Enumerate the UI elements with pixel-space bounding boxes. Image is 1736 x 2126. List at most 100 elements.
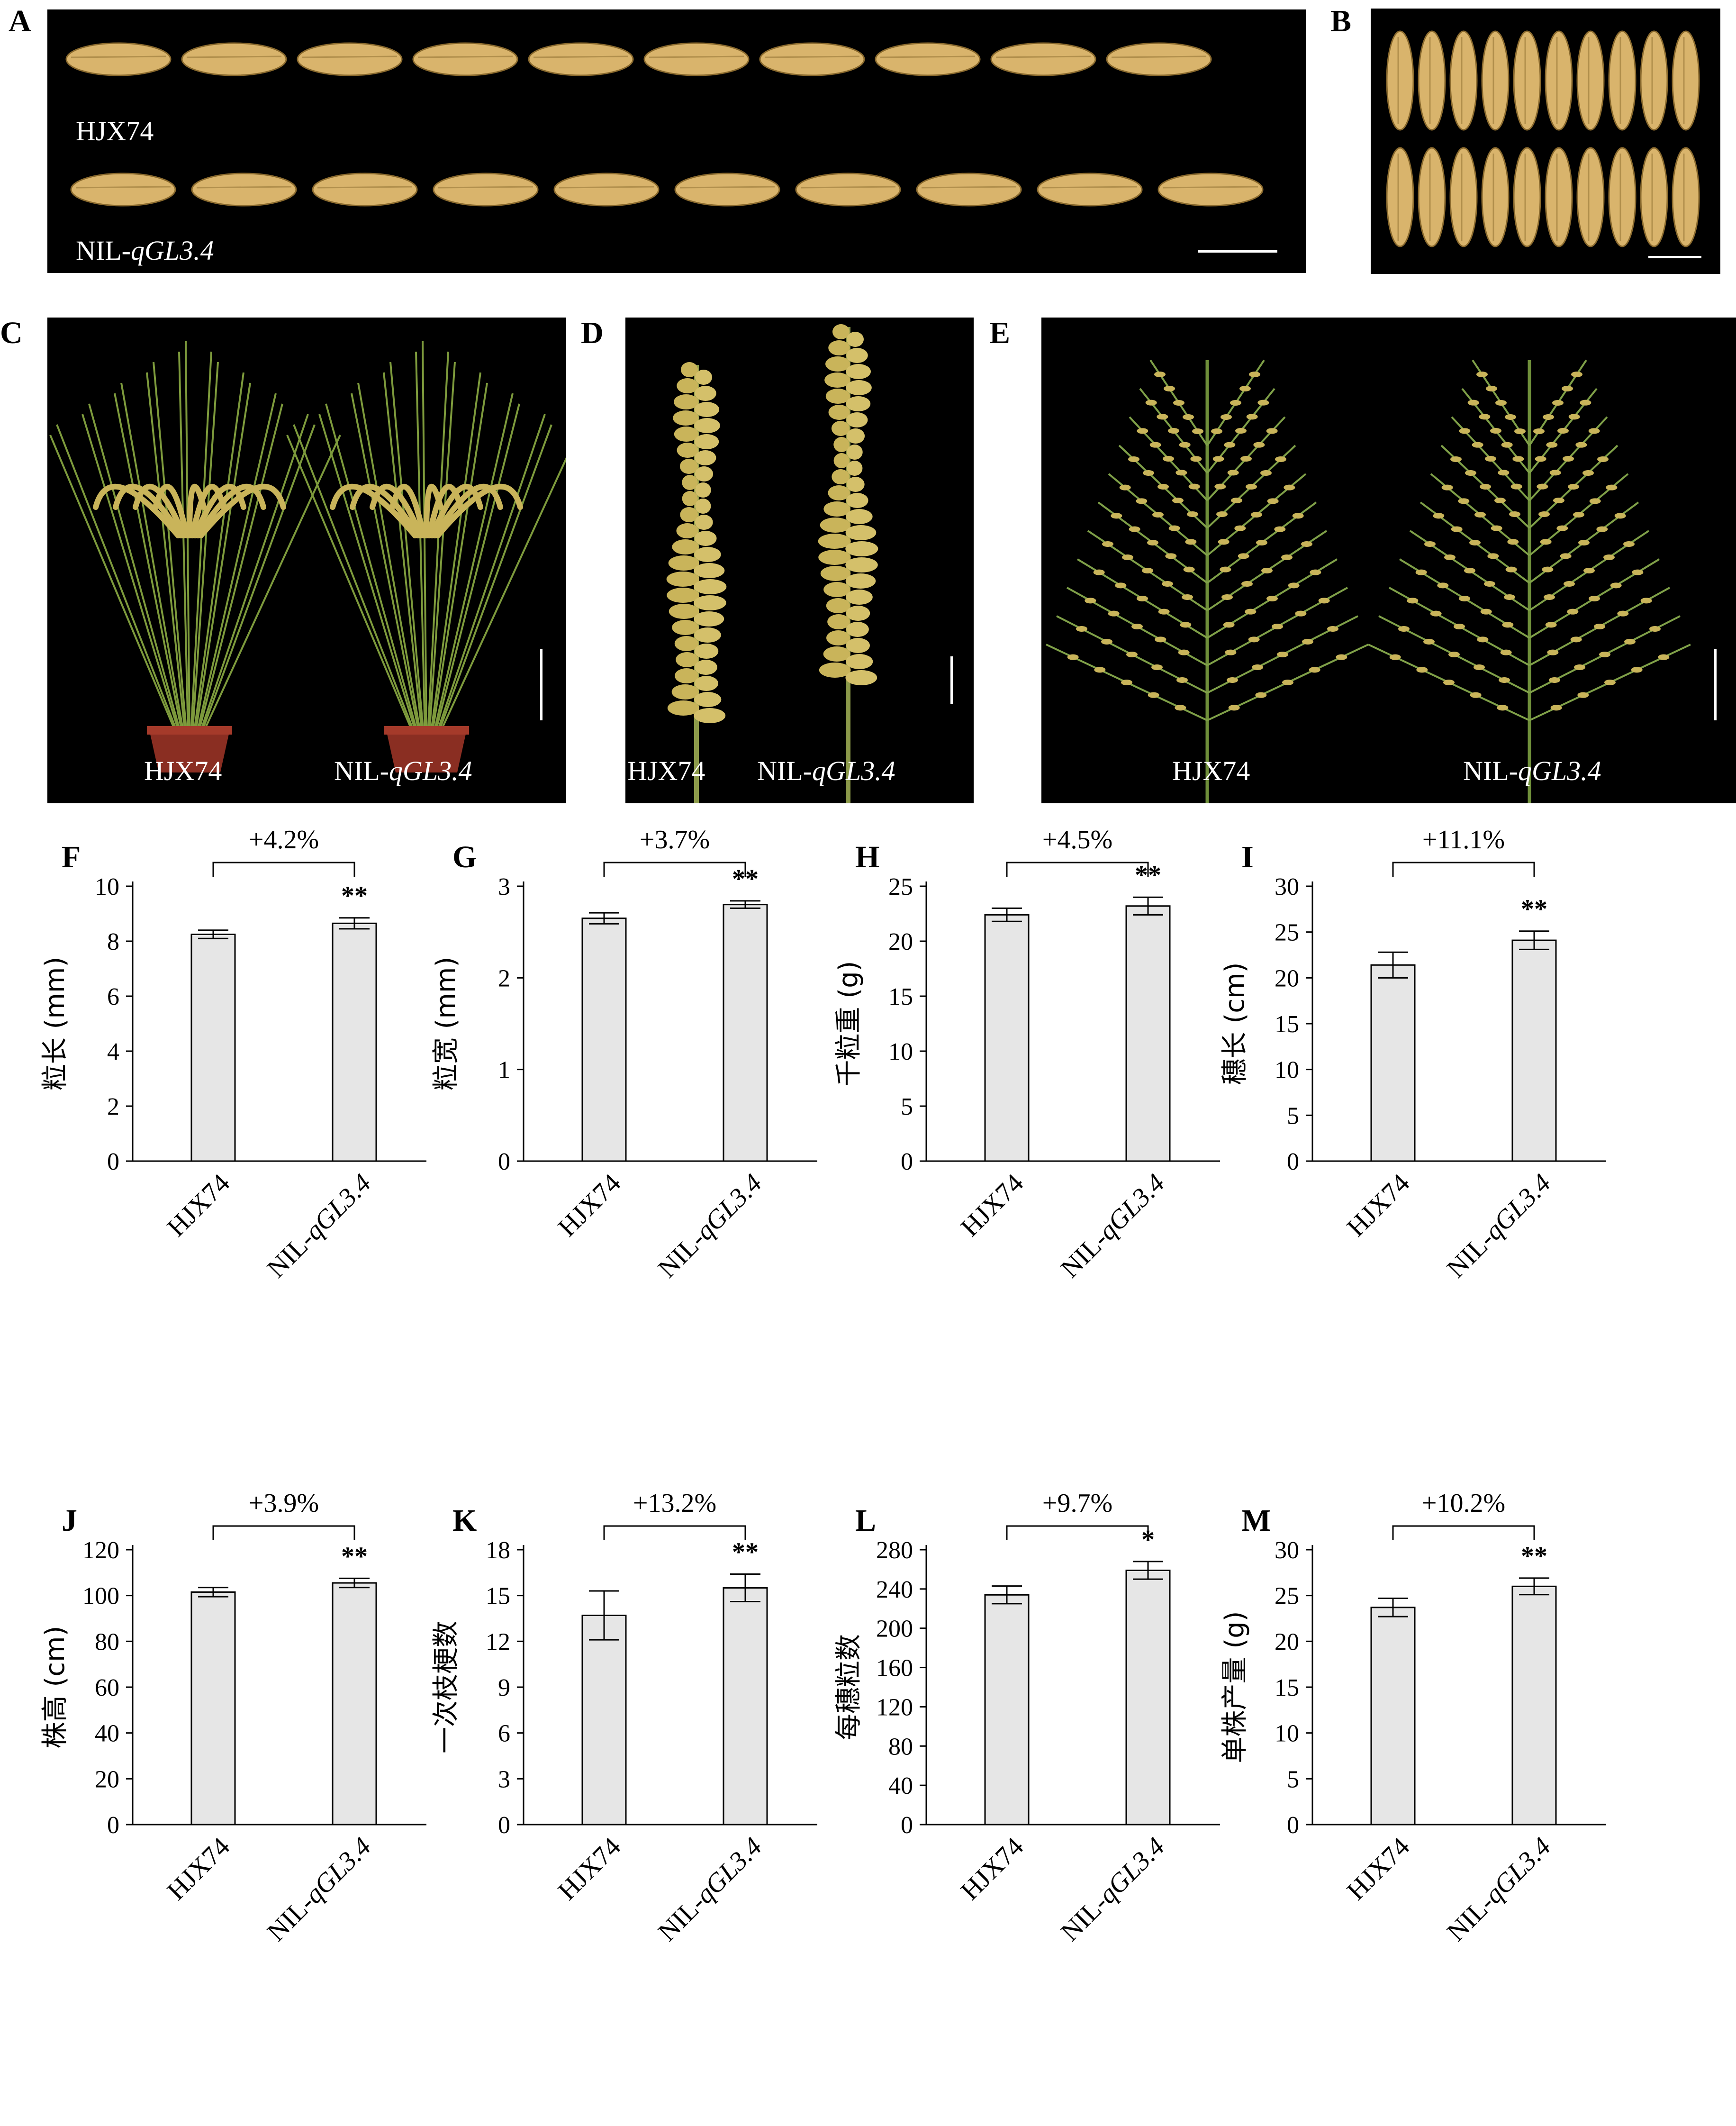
spikelet <box>1252 664 1263 670</box>
grain <box>312 173 418 207</box>
spikelet <box>1295 610 1307 617</box>
panicle <box>432 483 503 538</box>
spikelet <box>1398 626 1410 632</box>
scale-bar <box>1714 649 1717 720</box>
spikelet <box>1606 484 1618 491</box>
label-nil-qgl34: NIL-qGL3.4 <box>757 755 895 786</box>
spikelet <box>847 445 863 460</box>
spikelet <box>1266 596 1278 601</box>
chart-panel-j: J 0 20 40 60 80 100 120 株高 (cm) ** +3.9% HJX74 NIL-q… <box>38 1455 455 2083</box>
x-tick-label: NIL-qGL3.4 <box>262 1832 377 1947</box>
y-tick-label: 10 <box>1275 1057 1299 1084</box>
panel-letter-a: A <box>9 4 31 38</box>
spikelet <box>1101 639 1112 645</box>
chart-svg: M 0 5 10 15 20 25 30 单株产量 (g) ** +10.2% HJX74 NIL-qG… <box>1220 1489 1606 1947</box>
leaf <box>81 414 181 735</box>
panel-letter: I <box>1241 840 1254 874</box>
spikelet <box>1494 498 1506 503</box>
y-tick-label: 6 <box>107 983 119 1010</box>
y-tick-label: 0 <box>107 1812 119 1839</box>
spikelet <box>1562 386 1573 391</box>
spikelet <box>833 453 850 468</box>
grain-ridge <box>438 186 533 189</box>
spikelet <box>1301 541 1312 547</box>
spikelet <box>818 534 851 549</box>
photo-grain-length: HJX74 NIL-qGL3.4 <box>47 9 1306 273</box>
leaf <box>88 403 182 735</box>
spikelet <box>1631 667 1643 673</box>
leaf <box>200 424 316 735</box>
comparison-bracket <box>603 1525 746 1540</box>
spikelet <box>846 428 865 444</box>
spikelet <box>1102 541 1113 547</box>
spikelet <box>1632 569 1644 575</box>
spikelet <box>1108 610 1120 617</box>
grain <box>1672 147 1700 247</box>
spikelet <box>1583 568 1595 573</box>
spikelet <box>1505 414 1516 420</box>
spikelet <box>847 461 863 476</box>
spikelet <box>669 604 699 619</box>
y-axis-label: 一次枝梗数 <box>431 1621 461 1753</box>
panicle <box>113 483 184 538</box>
spikelet <box>1318 598 1330 604</box>
spikelet <box>1451 526 1463 532</box>
spikelet <box>1119 484 1131 491</box>
grain <box>1106 42 1212 76</box>
spikelet <box>1239 386 1251 391</box>
bar <box>1511 939 1557 1162</box>
spikelet <box>1570 636 1582 643</box>
spikelet <box>1464 568 1475 573</box>
spikelet <box>826 598 850 613</box>
panicle <box>370 483 424 538</box>
spikelet <box>1423 639 1435 645</box>
panel-letter-e: E <box>989 316 1011 350</box>
spikelet <box>828 405 850 420</box>
panel-letter: J <box>62 1503 77 1538</box>
leaf <box>437 424 552 735</box>
label-nil-qgl34: NIL-qGL3.4 <box>76 235 214 266</box>
grain <box>1608 147 1637 247</box>
spikelet <box>1490 428 1501 434</box>
spikelet <box>1302 639 1313 645</box>
y-tick-label: 3 <box>498 1766 510 1793</box>
spikelet <box>1145 400 1157 406</box>
leaf <box>318 414 417 735</box>
spikelet <box>694 644 719 659</box>
y-tick-label: 10 <box>1275 1720 1299 1747</box>
y-tick-label: 0 <box>1287 1812 1299 1839</box>
spikelet <box>1574 664 1585 670</box>
spikelet <box>694 676 718 691</box>
y-tick-label: 120 <box>82 1537 119 1564</box>
x-tick-label: HJX74 <box>1341 1168 1415 1242</box>
spikelet <box>1540 539 1552 545</box>
y-tick-label: 100 <box>82 1583 119 1610</box>
spikelet <box>1221 414 1232 420</box>
grain-ridge <box>1042 186 1138 189</box>
percent-change: +9.7% <box>1042 1489 1112 1518</box>
panicle <box>426 483 463 538</box>
spikelet <box>682 491 698 506</box>
spikelet <box>1272 624 1283 629</box>
chart-svg: I 0 5 10 15 20 25 30 穗长 (cm) ** +11.1% HJX74 NIL-qGL… <box>1220 825 1606 1283</box>
leaf <box>49 435 178 735</box>
spikelet <box>1256 540 1267 545</box>
spikelet <box>668 555 699 571</box>
spikelet <box>694 692 722 707</box>
spikelet <box>1448 652 1460 657</box>
chart-panel-f: F 0 2 4 6 8 10 粒长 (mm) ** +4.2% HJX74 NIL-qGL3.4 <box>38 791 455 1419</box>
comparison-bracket <box>603 862 746 877</box>
grain <box>916 173 1022 207</box>
spikelet <box>1597 456 1609 462</box>
grain-ridge <box>302 55 398 58</box>
spikelet <box>1163 456 1174 462</box>
spikelet <box>1151 664 1163 670</box>
spikelet <box>1111 513 1122 519</box>
scale-bar <box>540 649 542 720</box>
y-tick-label: 15 <box>1275 1674 1299 1701</box>
grain-upright-graphic <box>1386 30 1700 247</box>
spikelet <box>1514 428 1526 434</box>
grain-ridge <box>71 55 166 58</box>
spikelet <box>1553 498 1564 503</box>
